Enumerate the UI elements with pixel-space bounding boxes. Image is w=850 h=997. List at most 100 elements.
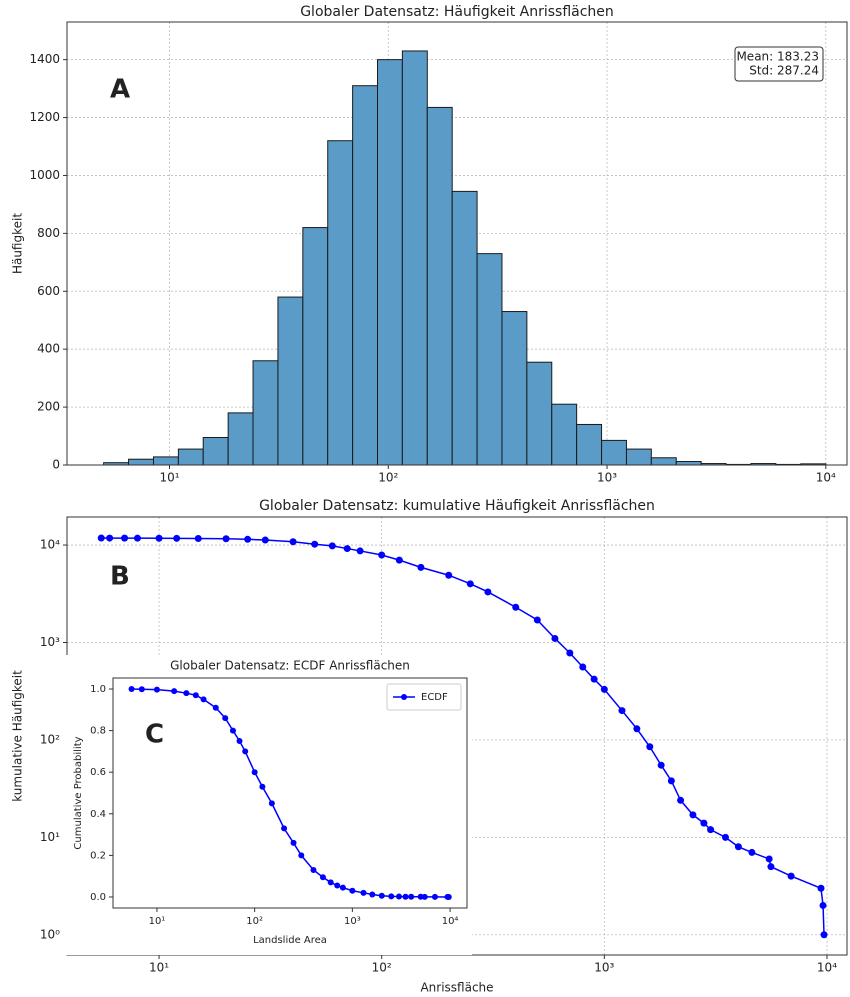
marker	[192, 692, 199, 699]
marker	[343, 545, 351, 553]
bar	[302, 227, 329, 466]
marker	[533, 616, 541, 624]
y-tick-label: 400	[37, 342, 60, 356]
marker	[566, 649, 574, 657]
legend-box	[386, 683, 462, 711]
y-tick-label: 0	[52, 458, 60, 472]
marker	[155, 534, 163, 542]
panel-a: 10¹ 10² 10³ 10⁴ 0 200 400 600 800 1000 1200 1400 Glo…	[11, 4, 848, 485]
marker	[327, 879, 334, 886]
marker	[765, 855, 773, 863]
marker	[646, 743, 654, 751]
y-tick-label: 0.8	[90, 726, 106, 737]
marker	[817, 884, 825, 892]
bar	[576, 423, 603, 466]
bar	[128, 458, 154, 466]
x-tick-label: 10¹	[149, 916, 166, 927]
marker	[200, 696, 207, 703]
bar	[252, 360, 279, 466]
marker	[133, 534, 141, 542]
bar	[501, 311, 528, 466]
y-tick-label: 10⁴	[40, 538, 60, 552]
marker	[402, 893, 409, 900]
x-tick-label: 10⁴	[442, 916, 459, 927]
bar	[277, 296, 304, 466]
y-tick-label: 1400	[29, 52, 60, 66]
bar	[551, 403, 578, 466]
chart-title: Globaler Datensatz: ECDF Anrissflächen	[170, 659, 410, 673]
y-tick-label: 10⁰	[40, 927, 60, 941]
marker	[138, 686, 145, 693]
bar	[377, 59, 403, 466]
marker	[229, 727, 236, 734]
marker	[106, 534, 114, 542]
marker	[311, 540, 319, 548]
y-tick-label: 0.6	[90, 767, 106, 778]
bar	[675, 461, 702, 466]
marker	[153, 686, 160, 693]
marker	[319, 874, 326, 881]
data-line	[101, 537, 825, 935]
marker	[369, 891, 376, 898]
marker	[222, 535, 230, 543]
marker	[819, 901, 827, 909]
marker	[667, 777, 675, 785]
marker	[677, 796, 685, 804]
marker	[349, 887, 356, 894]
bar	[152, 456, 179, 466]
marker	[767, 863, 775, 871]
marker	[212, 704, 219, 711]
marker	[484, 588, 492, 596]
marker	[242, 748, 249, 755]
marker	[328, 542, 336, 550]
marker	[236, 738, 243, 745]
stats-box	[734, 46, 824, 82]
marker	[721, 833, 729, 841]
x-tick-label: 10³	[594, 961, 614, 975]
bar	[327, 140, 354, 466]
y-tick-label: 800	[37, 226, 60, 240]
marker	[734, 843, 742, 851]
marker	[298, 852, 305, 859]
marker	[360, 889, 367, 896]
y-tick-label: 600	[37, 284, 60, 298]
marker	[707, 826, 715, 834]
bar	[352, 85, 379, 466]
marker	[356, 547, 364, 555]
marker	[421, 893, 428, 900]
bar	[426, 106, 453, 466]
chart-title: Globaler Datensatz: kumulative Häufigkei…	[259, 498, 655, 514]
bar	[476, 253, 503, 466]
axes-frame	[112, 677, 468, 909]
marker	[618, 707, 626, 715]
marker	[289, 538, 297, 546]
marker	[173, 534, 181, 542]
bar	[601, 439, 627, 466]
panel-label: A	[110, 75, 130, 105]
marker	[787, 872, 795, 880]
y-axis-label: Häufigkeit	[11, 213, 25, 274]
bar	[625, 448, 652, 466]
y-tick-label: 0.4	[90, 809, 106, 820]
y-tick-label: 10³	[40, 635, 60, 649]
x-tick-label: 10²	[372, 961, 392, 975]
bar	[202, 436, 229, 466]
x-tick-label: 10²	[246, 916, 263, 927]
marker	[408, 893, 415, 900]
bar	[650, 457, 677, 466]
legend-marker	[401, 694, 407, 700]
bar	[227, 412, 254, 466]
bar	[451, 190, 478, 466]
bar	[526, 361, 553, 466]
marker	[700, 819, 708, 827]
y-tick-label: 1.0	[90, 684, 106, 695]
marker	[261, 536, 269, 544]
stats-text: Std: 287.24	[749, 64, 819, 78]
marker	[244, 535, 252, 543]
marker	[579, 663, 587, 671]
y-tick-label: 1000	[29, 168, 60, 182]
marker	[128, 686, 135, 693]
stats-text: Mean: 183.23	[736, 50, 819, 64]
marker	[633, 725, 641, 733]
